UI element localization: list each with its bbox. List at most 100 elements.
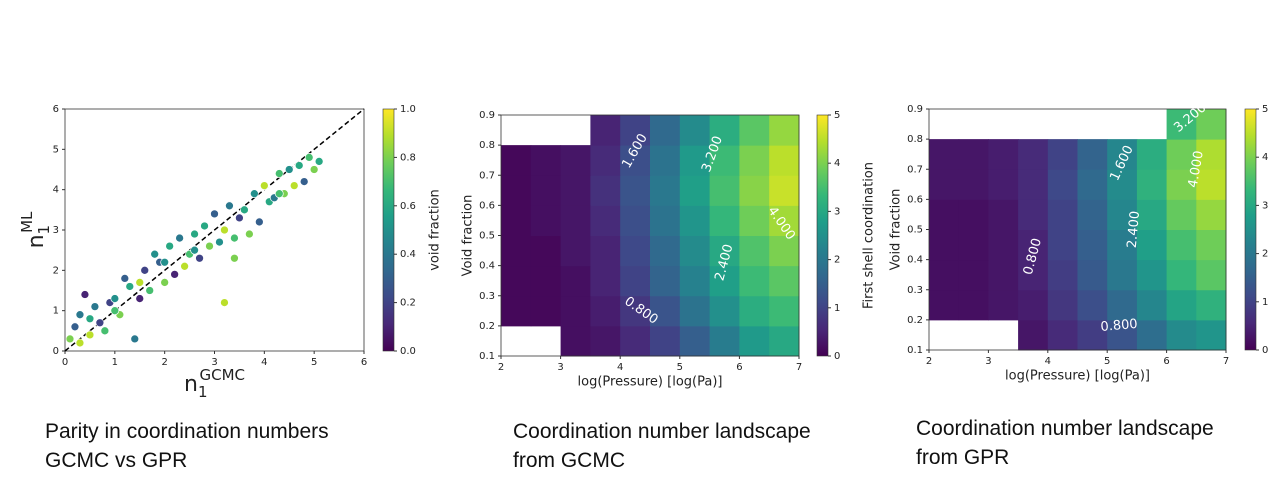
y-tick-label: 0.4 — [479, 261, 495, 272]
x-tick-label: 5 — [677, 362, 683, 373]
heat-cell — [501, 265, 532, 297]
x-tick-label: 6 — [1163, 356, 1169, 367]
point — [225, 201, 234, 211]
heat-cell — [1136, 319, 1168, 351]
x-tick-label: 7 — [796, 362, 802, 373]
heat-cell — [1077, 229, 1108, 261]
heat-cell — [709, 295, 740, 327]
heat-cell — [1166, 139, 1197, 170]
heat-cell — [709, 265, 740, 297]
heat-cell — [530, 205, 562, 236]
heat-cell — [650, 235, 681, 267]
heat-cell — [620, 325, 651, 357]
point — [190, 229, 199, 239]
caption: Coordination number landscape — [513, 420, 811, 443]
heat-cell — [530, 175, 562, 206]
heat-cell — [988, 199, 1019, 230]
point — [110, 306, 120, 316]
heat-cell — [739, 325, 770, 357]
heat-cell — [530, 145, 562, 176]
label-sub: 1 — [198, 383, 208, 401]
x-tick-label: 2 — [498, 362, 504, 373]
y-tick-label: 6 — [53, 104, 59, 115]
heat-cell — [988, 229, 1019, 261]
y-tick-label: 0.9 — [479, 110, 495, 121]
point — [294, 161, 304, 170]
point — [250, 189, 259, 199]
heat-cell — [1047, 319, 1078, 351]
heat-cell — [650, 205, 681, 236]
heat-cell — [590, 325, 621, 357]
heat-cell — [1166, 199, 1197, 230]
heat-cell — [1018, 289, 1049, 321]
heat-cell — [1136, 169, 1168, 200]
heat-cell — [958, 289, 989, 321]
y-tick-label: 0.2 — [479, 321, 495, 332]
point — [160, 257, 170, 267]
point — [175, 233, 184, 243]
x-tick-label: 4 — [261, 357, 267, 368]
point — [135, 294, 145, 303]
heat-cell — [1136, 229, 1168, 261]
contour-label: 2.400 — [1125, 210, 1143, 248]
heat-cell — [650, 115, 681, 146]
point — [75, 338, 85, 348]
point — [220, 225, 229, 235]
contour-label: 0.800 — [1100, 317, 1138, 335]
point — [309, 165, 319, 174]
point — [90, 302, 100, 311]
heat-cell — [958, 199, 989, 230]
heat-cell — [988, 139, 1019, 170]
heat-cell — [769, 265, 800, 297]
heat-cell — [679, 205, 711, 236]
heat-cell — [679, 325, 711, 357]
heat-cell — [1166, 319, 1197, 351]
y-tick-label: 0.2 — [907, 315, 923, 326]
y-axis-label: Void fraction — [461, 195, 476, 277]
point — [240, 205, 249, 215]
heat-cell — [590, 205, 621, 236]
point — [170, 270, 179, 279]
heat-cell — [1107, 169, 1138, 200]
colorbar-tick-label: 3 — [834, 206, 840, 217]
heat-cell — [709, 115, 740, 146]
colorbar-tick-label: 4 — [1262, 152, 1268, 163]
colorbar-tick-label: 1 — [1262, 297, 1268, 308]
heat-cell — [560, 205, 591, 236]
axis-label: n1GCMC — [184, 366, 245, 401]
heat-cell — [1196, 259, 1227, 291]
y-tick-label: 0.7 — [479, 170, 495, 181]
heat-cell — [1166, 169, 1197, 200]
point — [220, 298, 229, 307]
parity-line — [64, 108, 365, 352]
heat-cell — [679, 295, 711, 327]
heat-cell — [1047, 289, 1078, 321]
colorbar-tick-label: 0.6 — [400, 201, 416, 212]
heat-cell — [739, 145, 770, 176]
heat-cell — [501, 205, 532, 236]
point — [165, 241, 174, 251]
heat-cell — [709, 175, 740, 206]
point — [259, 181, 269, 190]
caption: Coordination number landscape — [916, 417, 1214, 440]
heat-cell — [769, 325, 800, 357]
heat-cell — [1018, 229, 1049, 261]
heat-cell — [929, 139, 960, 170]
heat-cell — [1107, 289, 1138, 321]
contour-label: 4.000 — [1186, 150, 1207, 189]
x-tick-label: 3 — [985, 356, 991, 367]
x-tick-label: 5 — [311, 357, 317, 368]
point — [284, 165, 294, 174]
caption: Parity in coordination numbers — [45, 420, 329, 443]
x-tick-label: 5 — [1104, 356, 1110, 367]
heat-cell — [709, 235, 740, 267]
colorbar-tick-label: 2 — [834, 255, 840, 266]
y-tick-label: 4 — [53, 185, 59, 196]
heat-cell — [1107, 229, 1138, 261]
heat-cell — [650, 175, 681, 206]
heat-cell — [1077, 199, 1108, 230]
heat-cell — [530, 235, 562, 267]
heat-cell — [988, 289, 1019, 321]
colorbar-tick-label: 0.4 — [400, 249, 416, 260]
